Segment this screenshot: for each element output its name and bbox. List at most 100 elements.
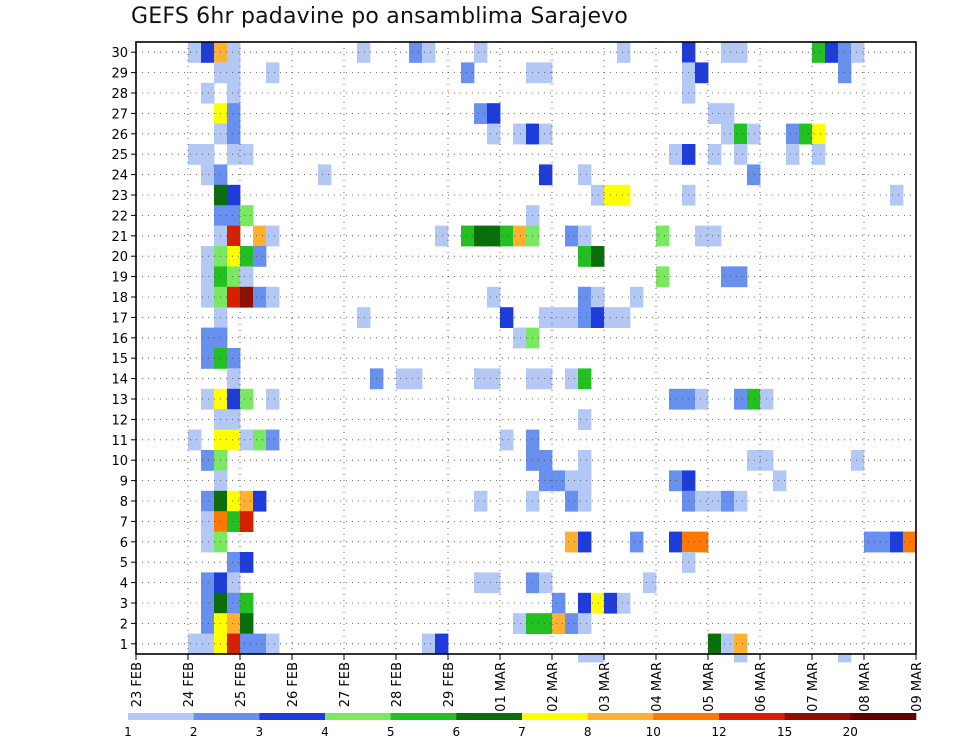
heatmap-cell — [500, 225, 514, 247]
heatmap-cell — [227, 286, 241, 308]
heatmap-cell — [240, 552, 254, 573]
heatmap-cell — [357, 42, 371, 63]
heatmap-cell — [188, 144, 202, 165]
heatmap-cell — [201, 246, 215, 267]
legend-swatch — [850, 713, 917, 720]
heatmap-cell — [695, 490, 709, 512]
heatmap-cell — [708, 103, 722, 124]
heatmap-cell — [227, 429, 241, 451]
heatmap-cell — [721, 266, 735, 288]
heatmap-cell — [565, 531, 579, 553]
heatmap-cell — [721, 633, 735, 655]
legend-swatch — [259, 713, 326, 720]
heatmap-cell — [396, 368, 410, 390]
y-tick-label: 18 — [111, 291, 128, 306]
heatmap-cell — [201, 82, 215, 104]
heatmap-cell — [812, 42, 826, 63]
heatmap-cell — [591, 592, 605, 614]
x-tick-label: 25 FEB — [234, 662, 249, 707]
heatmap-cell — [825, 42, 839, 63]
heatmap-cell — [500, 429, 514, 451]
heatmap-cell — [617, 42, 631, 63]
heatmap-cell — [578, 613, 592, 634]
heatmap-cell — [240, 266, 254, 288]
heatmap-cell — [227, 144, 241, 165]
heatmap-cell — [266, 62, 280, 84]
heatmap-cell — [838, 653, 852, 663]
x-tick-label: 04 MAR — [650, 662, 665, 712]
heatmap-cell — [357, 307, 371, 328]
heatmap-cell — [201, 266, 215, 288]
y-tick-label: 21 — [111, 230, 128, 245]
heatmap-cell — [747, 450, 761, 471]
heatmap-cell — [565, 490, 579, 512]
heatmap-cell — [240, 286, 254, 308]
heatmap-cell — [786, 123, 800, 145]
heatmap-cell — [578, 450, 592, 471]
heatmap-cell — [474, 490, 488, 512]
y-tick-label: 11 — [111, 434, 128, 449]
y-tick-label: 10 — [111, 454, 128, 469]
heatmap-cell — [435, 633, 449, 655]
heatmap-cell — [591, 286, 605, 308]
heatmap-cell — [539, 164, 553, 186]
heatmap-cell — [578, 470, 592, 492]
heatmap-cell — [695, 531, 709, 553]
heatmap-cell — [500, 307, 514, 328]
heatmap-cell — [539, 450, 553, 471]
heatmap-cell — [227, 246, 241, 267]
y-tick-label: 9 — [120, 475, 128, 490]
y-tick-label: 4 — [120, 577, 128, 592]
heatmap-cell — [669, 388, 683, 410]
heatmap-cell — [227, 225, 241, 247]
y-tick-label: 22 — [111, 209, 128, 224]
y-tick-label: 19 — [111, 271, 128, 286]
legend-swatch — [719, 713, 785, 720]
y-tick-label: 5 — [120, 556, 128, 571]
heatmap-cell — [890, 531, 904, 553]
heatmap-cell — [266, 429, 280, 451]
heatmap-cell — [253, 225, 267, 247]
heatmap-cell — [591, 184, 605, 206]
heatmap-cell — [578, 225, 592, 247]
legend-label: 1 — [124, 725, 132, 739]
heatmap-cell — [227, 633, 241, 655]
heatmap-cell — [578, 592, 592, 614]
heatmap-cell — [474, 103, 488, 124]
heatmap-cell — [487, 368, 501, 390]
heatmap-cell — [734, 266, 748, 288]
heatmap-cell — [227, 511, 241, 532]
heatmap-cell — [513, 123, 527, 145]
heatmap-cell — [487, 286, 501, 308]
legend-label: 12 — [711, 725, 726, 739]
heatmap-cell — [461, 62, 475, 84]
heatmap-cell — [201, 388, 215, 410]
legend-label: 3 — [255, 725, 263, 739]
heatmap-cell — [721, 42, 735, 63]
heatmap-cell — [851, 450, 865, 471]
heatmap-cells — [188, 42, 917, 663]
legend-swatch — [587, 713, 654, 720]
x-tick-label: 02 MAR — [546, 662, 561, 712]
heatmap-cell — [188, 429, 202, 451]
heatmap-cell — [747, 388, 761, 410]
heatmap-cell — [240, 592, 254, 614]
heatmap-cell — [188, 42, 202, 63]
heatmap-cell — [253, 246, 267, 267]
legend-swatch — [653, 713, 720, 720]
heatmap-cell — [565, 368, 579, 390]
x-tick-label: 06 MAR — [754, 662, 769, 712]
heatmap-cell — [617, 307, 631, 328]
heatmap-cell — [578, 286, 592, 308]
heatmap-cell — [487, 225, 501, 247]
heatmap-cell — [708, 225, 722, 247]
heatmap-cell — [812, 144, 826, 165]
heatmap-cell — [708, 144, 722, 165]
heatmap-cell — [565, 613, 579, 634]
x-tick-label: 24 FEB — [182, 662, 197, 707]
heatmap-cell — [721, 103, 735, 124]
heatmap-cell — [227, 368, 241, 390]
heatmap-cell — [708, 633, 722, 655]
heatmap-cell — [578, 164, 592, 186]
heatmap-cell — [786, 144, 800, 165]
